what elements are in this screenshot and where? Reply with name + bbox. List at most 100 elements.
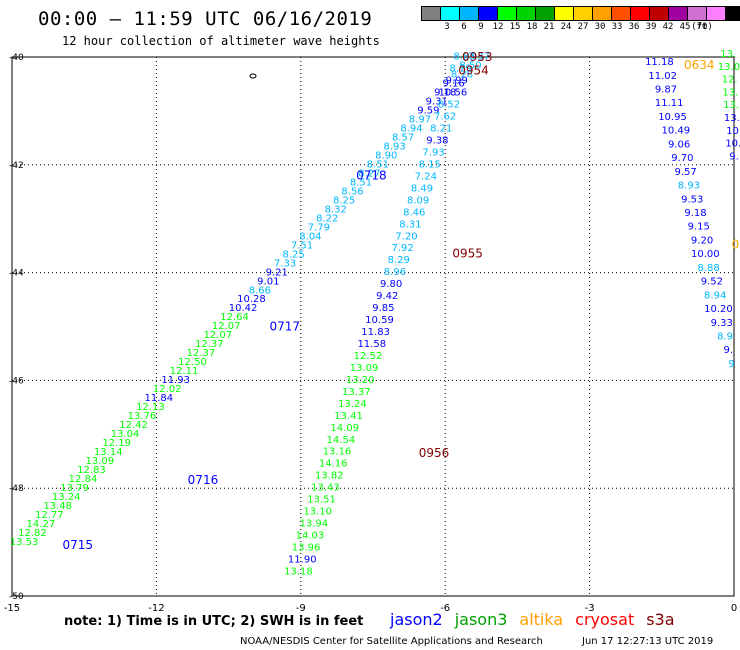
wave-height-value: 7.24 — [415, 171, 437, 182]
legend-tick-label: 3 — [444, 22, 450, 32]
wave-height-value: 9 — [728, 359, 734, 370]
wave-height-value: 7.37 — [468, 52, 490, 63]
legend-tick-label: 18 — [526, 22, 538, 32]
pass-time-label: 0954 — [458, 63, 489, 77]
wave-height-value: 8.31 — [399, 219, 421, 230]
wave-height-value: 9.16 — [442, 79, 464, 90]
wave-height-value: 13.43 — [311, 483, 340, 494]
island-marker — [249, 73, 257, 79]
wave-height-value: 7.93 — [422, 147, 444, 158]
wave-height-value: 13. — [724, 113, 740, 124]
wave-height-value: 13.09 — [350, 363, 379, 374]
y-tick-label: -50 — [9, 592, 24, 602]
wave-height-value: 8.94 — [704, 290, 726, 301]
legend-tick-label: 15 — [509, 22, 521, 32]
wave-height-value: 8.93 — [384, 142, 406, 153]
wave-height-value: 12.02 — [153, 384, 182, 395]
legend-tick-label: 30 — [594, 22, 606, 32]
wave-height-value: 8.25 — [282, 249, 304, 260]
wave-height-value: 13.37 — [342, 387, 371, 398]
wave-height-value: 9.59 — [417, 106, 439, 117]
wave-height-value: 12.77 — [35, 510, 64, 521]
wave-height-value: 9.20 — [691, 235, 713, 246]
y-tick-label: -40 — [9, 53, 24, 63]
wave-height-value: 8.93 — [678, 181, 700, 192]
y-tick-label: -44 — [9, 269, 24, 279]
color-legend: 3 6 9 12 15 18 21 24 27 30 33 36 39 42 45 70 (ft) — [421, 6, 740, 32]
wave-height-value: 12.50 — [178, 357, 207, 368]
wave-height-value: 14.27 — [27, 519, 56, 530]
wave-height-value: 8.83 — [453, 52, 475, 63]
wave-height-value: 11.90 — [288, 554, 317, 565]
wave-height-value: 13.24 — [52, 492, 81, 503]
legend-labels: 3 6 9 12 15 18 21 24 27 30 33 36 39 42 45 70 (ft) — [422, 22, 740, 36]
wave-height-value: 12.37 — [187, 348, 216, 359]
wave-height-value: 11.84 — [144, 393, 173, 404]
wave-height-value: 12.13 — [136, 402, 165, 413]
wave-height-value: 12.84 — [69, 474, 98, 485]
wave-height-value: 11.02 — [648, 71, 677, 82]
wave-height-value: 14.54 — [327, 435, 356, 446]
wave-height-value: 9.42 — [376, 291, 398, 302]
y-tick-label: -48 — [9, 484, 24, 494]
wave-height-value: 12. — [722, 75, 738, 86]
generation-timestamp: Jun 17 12:27:13 UTC 2019 — [582, 636, 714, 647]
legend-tick-label: 12 — [492, 22, 504, 32]
wave-height-value: 13.04 — [111, 429, 140, 440]
wave-height-value: 13.76 — [128, 411, 157, 422]
wave-height-value: 11.58 — [357, 339, 386, 350]
wave-height-value: 12.64 — [220, 312, 249, 323]
wave-height-value: 13. — [720, 49, 736, 60]
pass-time-label: 0953 — [462, 50, 493, 64]
legend-tick-label: 70 — [696, 22, 708, 32]
wave-height-value: 7.79 — [308, 222, 330, 233]
wave-height-value: 13. — [723, 100, 739, 111]
legend-swatch — [725, 6, 740, 21]
wave-height-value: 14.16 — [319, 459, 348, 470]
wave-height-value: 13.09 — [86, 456, 115, 467]
wave-height-value: 10. — [725, 139, 740, 150]
legend-tick-label: 36 — [628, 22, 640, 32]
wave-height-value: 9. — [729, 151, 739, 162]
wave-height-value: 12.19 — [102, 438, 131, 449]
wave-height-value: 8.49 — [411, 183, 433, 194]
x-tick-label: -9 — [296, 603, 306, 614]
pass-time-label: 0634 — [684, 58, 715, 72]
wave-height-value: 9.53 — [681, 194, 703, 205]
satellite-cryosat: cryosat — [575, 610, 635, 629]
wave-height-value: 11.18 — [645, 57, 674, 68]
wave-height-value: 11.83 — [361, 327, 390, 338]
wave-height-value: 13.0 — [718, 62, 740, 73]
satellite-jason3: jason3 — [454, 610, 508, 629]
wave-height-value: 9.01 — [257, 276, 279, 287]
credit-line: NOAA/NESDIS Center for Satellite Applica… — [240, 636, 543, 647]
wave-height-value: 9.06 — [668, 139, 690, 150]
wave-height-value: 9. — [724, 345, 734, 356]
wave-height-value: 10.95 — [658, 112, 687, 123]
wave-height-value: 10 — [726, 126, 739, 137]
wave-height-value: 8.22 — [316, 213, 338, 224]
wave-height-value: 9.80 — [380, 279, 402, 290]
wave-height-value: 13.82 — [315, 471, 344, 482]
wave-height-value: 13.94 — [300, 519, 329, 530]
wave-height-value: 8.27 — [358, 168, 380, 179]
wave-height-value: 13.18 — [284, 566, 313, 577]
wave-height-value: 10.59 — [365, 315, 394, 326]
wave-height-value: 14.03 — [296, 531, 325, 542]
wave-height-value: 7.20 — [395, 231, 417, 242]
legend-tick-label: 27 — [577, 22, 589, 32]
wave-height-value: 7.62 — [434, 112, 456, 123]
wave-height-value: 7.33 — [274, 258, 296, 269]
wave-height-value: 13.16 — [323, 447, 352, 458]
y-tick-label: -46 — [9, 376, 24, 386]
map-frame — [11, 56, 735, 597]
wave-height-value: 9.57 — [675, 167, 697, 178]
wave-height-value: 10.56 — [439, 88, 468, 99]
wave-height-value: 8.57 — [392, 133, 414, 144]
wave-height-value: 9.38 — [426, 135, 448, 146]
wave-height-value: 11.93 — [161, 375, 190, 386]
figure-title: 00:00 – 11:59 UTC 06/16/2019 — [38, 8, 373, 30]
pass-time-label: 0716 — [188, 473, 219, 487]
pass-time-label: 0 — [732, 237, 740, 251]
